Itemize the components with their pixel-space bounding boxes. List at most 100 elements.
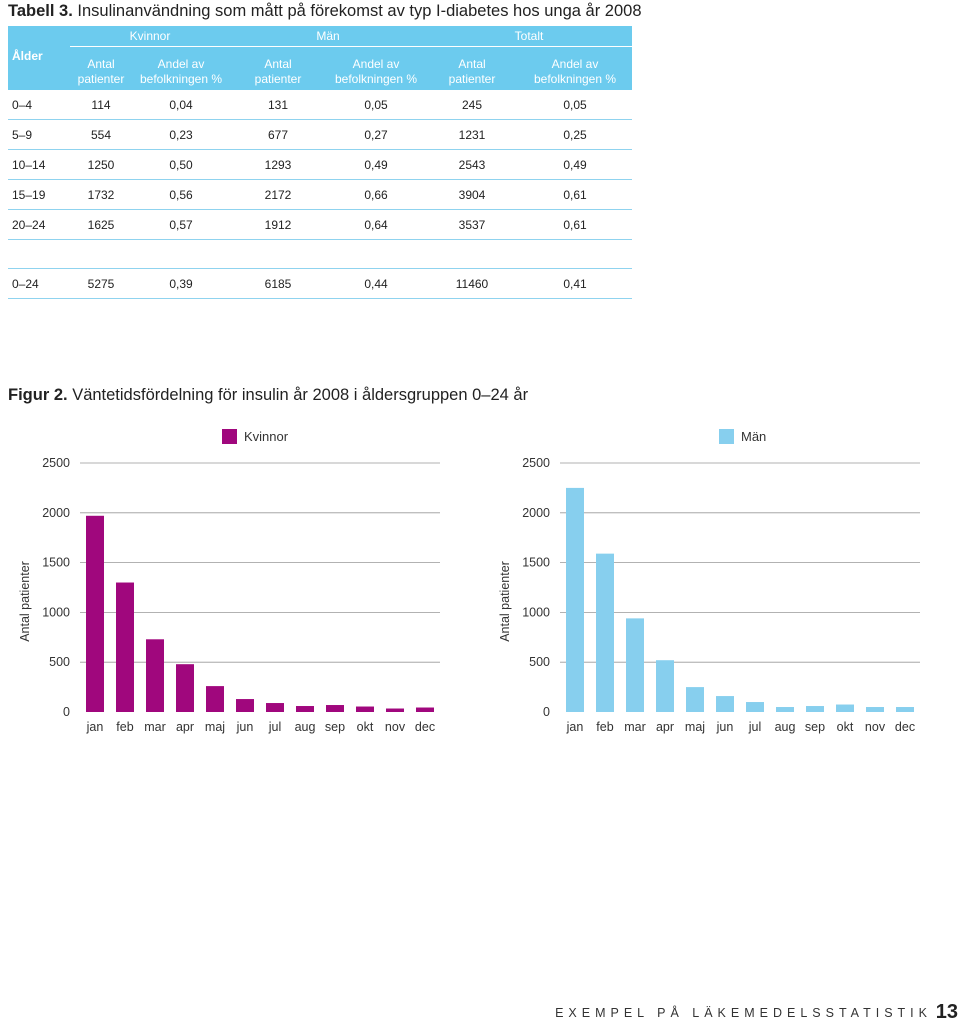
value-cell: 1625 [70,209,132,240]
value-cell: 1293 [230,149,326,180]
x-tick-label: sep [805,720,825,734]
age-cell: 0–4 [8,90,70,120]
age-cell: 10–14 [8,149,70,180]
bar [416,707,434,712]
bar [716,696,734,712]
value-cell: 2172 [230,179,326,210]
y-tick-label: 1500 [522,556,550,570]
x-tick-label: aug [775,720,796,734]
y-tick-label: 1000 [42,605,70,619]
group-header-man: Män [230,26,426,47]
table-row: 0–24 5275 0,39 6185 0,44 11460 0,41 [8,268,632,299]
table-title-text: Insulinanvändning som mått på förekomst … [77,2,642,20]
x-tick-label: dec [415,720,435,734]
column-header-line1: Andel av [551,57,599,71]
x-tick-label: nov [385,720,406,734]
x-tick-label: mar [144,720,166,734]
x-tick-label: maj [685,720,705,734]
bar [866,707,884,712]
bar [896,707,914,712]
legend-label: Kvinnor [244,429,289,444]
figure-label: Figur 2. [8,386,68,404]
y-tick-label: 500 [529,655,550,669]
bar [176,664,194,712]
x-tick-label: nov [865,720,886,734]
column-header-line2: patienter [448,72,496,86]
bar [266,703,284,712]
x-tick-label: maj [205,720,225,734]
legend-swatch [222,429,237,444]
bar [806,706,824,712]
value-cell: 0,49 [326,149,426,180]
page-number: 13 [935,1001,958,1023]
column-header-line1: Antal [264,57,292,71]
bar [686,687,704,712]
bar [146,639,164,712]
bar [656,660,674,712]
table-title: Tabell 3. Insulinanvändning som mått på … [8,2,642,21]
value-cell: 1250 [70,149,132,180]
bar [776,707,794,712]
value-cell: 1732 [70,179,132,210]
table-spacer-row [8,239,632,269]
value-cell: 554 [70,119,132,150]
y-tick-label: 2500 [522,456,550,470]
x-tick-label: sep [325,720,345,734]
value-cell: 2543 [426,149,518,180]
bar [596,553,614,712]
bar [836,704,854,712]
x-tick-label: jun [236,720,254,734]
x-tick-label: jan [86,720,104,734]
footer-text: EXEMPEL PÅ LÄKEMEDELSSTATISTIK [555,1006,932,1020]
value-cell: 0,27 [326,119,426,150]
bar [566,487,584,712]
column-header: Antal patienter [230,46,326,90]
x-tick-label: jul [748,720,762,734]
y-tick-label: 1500 [42,556,70,570]
chart-kvinnor: Kvinnor 0 500 1000 1500 2000 2500 Antal patient… [18,429,440,734]
x-tick-label: aug [295,720,316,734]
bar [356,706,374,712]
x-tick-label: apr [176,720,194,734]
value-cell: 131 [230,90,326,120]
chart-man: Män 0 500 1000 1500 2000 2500 Antal patienter ja… [498,429,920,734]
age-cell: 20–24 [8,209,70,240]
column-header-line2: befolkningen % [334,72,418,86]
age-cell: 0–24 [8,268,70,299]
column-header-line2: befolkningen % [533,72,617,86]
bar [206,686,224,712]
group-header-kvinnor: Kvinnor [70,26,230,47]
x-tick-label: jan [566,720,584,734]
value-cell: 5275 [70,268,132,299]
figure-title-text: Väntetidsfördelning för insulin år 2008 … [72,386,529,404]
column-header-line1: Andel av [352,57,400,71]
y-tick-label: 0 [543,705,550,719]
table-row: 0–4 114 0,04 131 0,05 245 0,05 [8,90,632,120]
bar [746,702,764,712]
legend-label: Män [741,429,766,444]
y-axis-label: Antal patienter [498,561,512,642]
value-cell: 245 [426,90,518,120]
x-tick-label: okt [837,720,854,734]
value-cell: 677 [230,119,326,150]
x-tick-label: feb [116,720,133,734]
column-header-line2: befolkningen % [139,72,223,86]
x-tick-label: jul [268,720,282,734]
column-header-line1: Antal [458,57,486,71]
figure-title: Figur 2. Väntetidsfördelning för insulin… [8,386,528,405]
value-cell: 1231 [426,119,518,150]
table-row: 5–9 554 0,23 677 0,27 1231 0,25 [8,119,632,150]
bar [296,706,314,712]
table-row: 15–19 1732 0,56 2172 0,66 3904 0,61 [8,179,632,210]
value-cell: 0,61 [518,209,632,240]
x-tick-label: okt [357,720,374,734]
group-header-totalt: Totalt [426,26,632,47]
age-cell: 5–9 [8,119,70,150]
value-cell: 114 [70,90,132,120]
value-cell: 0,05 [518,90,632,120]
value-cell: 0,56 [132,179,230,210]
y-tick-label: 1000 [522,605,550,619]
value-cell: 0,41 [518,268,632,299]
value-cell: 6185 [230,268,326,299]
x-tick-label: mar [624,720,646,734]
